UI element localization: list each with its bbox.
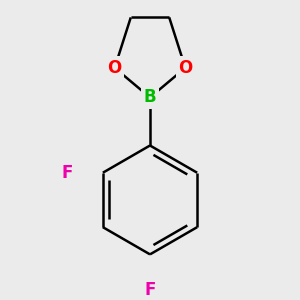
Text: B: B	[144, 88, 156, 106]
Text: O: O	[107, 59, 122, 77]
Text: O: O	[178, 59, 193, 77]
Text: F: F	[144, 280, 156, 298]
Text: F: F	[62, 164, 73, 182]
